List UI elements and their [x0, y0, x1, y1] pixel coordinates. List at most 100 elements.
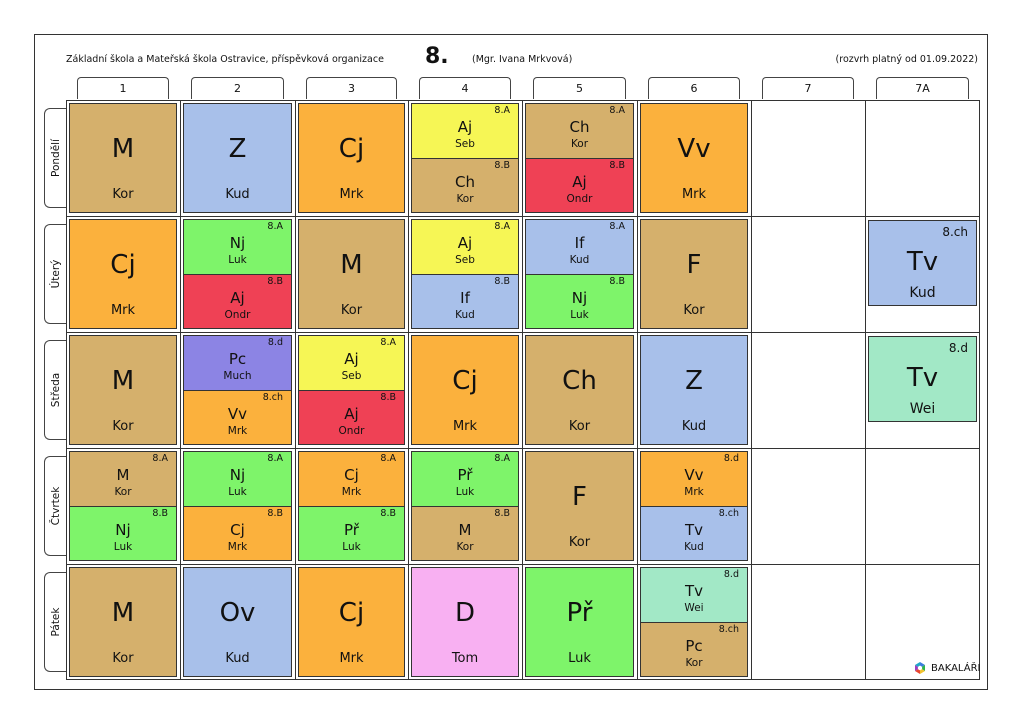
- lesson-cell[interactable]: 8.A Aj Seb 8.B Aj Ondr: [298, 335, 405, 445]
- lesson-top-half[interactable]: 8.A Aj Seb: [412, 104, 518, 159]
- lesson-teacher: Luk: [568, 651, 591, 666]
- lesson-cell[interactable]: M Kor: [69, 335, 177, 445]
- lesson-cell[interactable]: 8.A Aj Seb 8.B If Kud: [411, 219, 519, 329]
- lesson-subject: M: [111, 134, 135, 164]
- lesson-subject: Pc: [228, 350, 247, 368]
- lesson-bottom-half[interactable]: 8.B M Kor: [412, 507, 518, 560]
- lesson-bottom-half[interactable]: 8.ch Tv Kud: [641, 507, 747, 560]
- lesson-subject: Cj: [230, 521, 245, 539]
- grid-vline: [522, 100, 523, 680]
- lesson-teacher: Kor: [456, 193, 474, 205]
- grid-vline: [637, 100, 638, 680]
- lesson-bottom-half[interactable]: 8.B Aj Ondr: [526, 159, 633, 212]
- lesson-teacher: Kor: [568, 419, 591, 434]
- lesson-bottom-half[interactable]: 8.B If Kud: [412, 275, 518, 328]
- lesson-cell[interactable]: 8.d Tv Wei: [868, 336, 977, 422]
- lesson-group: 8.A: [609, 221, 625, 232]
- lesson-teacher: Kor: [685, 657, 703, 669]
- lesson-cell[interactable]: 8.d Pc Much 8.ch Vv Mrk: [183, 335, 292, 445]
- lesson-cell[interactable]: 8.A Př Luk 8.B M Kor: [411, 451, 519, 561]
- lesson-cell[interactable]: F Kor: [640, 219, 748, 329]
- lesson-subject: Vv: [677, 134, 711, 164]
- lesson-subject: Tv: [906, 247, 939, 277]
- lesson-top-half[interactable]: 8.A Cj Mrk: [299, 452, 404, 507]
- lesson-teacher: Kud: [684, 541, 704, 553]
- lesson-group: 8.B: [494, 276, 510, 287]
- lesson-top-half[interactable]: 8.A If Kud: [526, 220, 633, 275]
- lesson-teacher: Kud: [225, 651, 250, 666]
- lesson-cell[interactable]: Cj Mrk: [298, 567, 405, 677]
- class-teacher: (Mgr. Ivana Mrkvová): [472, 54, 573, 65]
- lesson-cell[interactable]: 8.A Ch Kor 8.B Aj Ondr: [525, 103, 634, 213]
- lesson-bottom-half[interactable]: 8.B Nj Luk: [70, 507, 176, 560]
- lesson-top-half[interactable]: 8.d Vv Mrk: [641, 452, 747, 507]
- timetable-frame: [34, 34, 988, 690]
- lesson-group: 8.B: [380, 508, 396, 519]
- lesson-teacher: Kor: [456, 541, 474, 553]
- lesson-cell[interactable]: Cj Mrk: [298, 103, 405, 213]
- lesson-cell[interactable]: F Kor: [525, 451, 634, 561]
- lesson-group: 8.A: [494, 453, 510, 464]
- lesson-teacher: Kor: [112, 187, 134, 202]
- lesson-bottom-half[interactable]: 8.B Aj Ondr: [184, 275, 291, 328]
- lesson-bottom-half[interactable]: 8.B Cj Mrk: [184, 507, 291, 560]
- lesson-group: 8.B: [267, 508, 283, 519]
- lesson-teacher: Kor: [570, 138, 589, 150]
- lesson-cell[interactable]: Cj Mrk: [411, 335, 519, 445]
- lesson-cell[interactable]: Ch Kor: [525, 335, 634, 445]
- lesson-teacher: Luk: [570, 309, 589, 321]
- lesson-cell[interactable]: M Kor: [69, 103, 177, 213]
- lesson-teacher: Seb: [455, 254, 475, 266]
- lesson-bottom-half[interactable]: 8.B Ch Kor: [412, 159, 518, 212]
- lesson-cell[interactable]: M Kor: [69, 567, 177, 677]
- lesson-cell[interactable]: Z Kud: [640, 335, 748, 445]
- lesson-subject: Cj: [110, 250, 136, 280]
- lesson-cell[interactable]: 8.ch Tv Kud: [868, 220, 977, 306]
- lesson-top-half[interactable]: 8.A Nj Luk: [184, 220, 291, 275]
- lesson-subject: Tv: [684, 521, 704, 539]
- lesson-cell[interactable]: 8.d Vv Mrk 8.ch Tv Kud: [640, 451, 748, 561]
- lesson-cell[interactable]: 8.A M Kor 8.B Nj Luk: [69, 451, 177, 561]
- lesson-subject: If: [574, 234, 585, 252]
- lesson-subject: Tv: [684, 582, 704, 600]
- lesson-top-half[interactable]: 8.d Pc Much: [184, 336, 291, 391]
- day-name: Úterý: [49, 259, 62, 289]
- lesson-bottom-half[interactable]: 8.ch Pc Kor: [641, 623, 747, 676]
- lesson-cell[interactable]: 8.d Tv Wei 8.ch Pc Kor: [640, 567, 748, 677]
- lesson-bottom-half[interactable]: 8.B Př Luk: [299, 507, 404, 560]
- lesson-cell[interactable]: 8.A Cj Mrk 8.B Př Luk: [298, 451, 405, 561]
- lesson-top-half[interactable]: 8.A Nj Luk: [184, 452, 291, 507]
- lesson-teacher: Kud: [569, 254, 590, 266]
- lesson-top-half[interactable]: 8.d Tv Wei: [641, 568, 747, 623]
- lesson-bottom-half[interactable]: 8.B Nj Luk: [526, 275, 633, 328]
- lesson-bottom-half[interactable]: 8.ch Vv Mrk: [184, 391, 291, 444]
- lesson-cell[interactable]: D Tom: [411, 567, 519, 677]
- lesson-cell[interactable]: 8.A If Kud 8.B Nj Luk: [525, 219, 634, 329]
- period-header: 1: [77, 77, 169, 99]
- lesson-top-half[interactable]: 8.A M Kor: [70, 452, 176, 507]
- lesson-bottom-half[interactable]: 8.B Aj Ondr: [299, 391, 404, 444]
- lesson-top-half[interactable]: 8.A Ch Kor: [526, 104, 633, 159]
- lesson-cell[interactable]: 8.A Nj Luk 8.B Aj Ondr: [183, 219, 292, 329]
- lesson-group: 8.A: [494, 221, 510, 232]
- lesson-cell[interactable]: 8.A Nj Luk 8.B Cj Mrk: [183, 451, 292, 561]
- lesson-cell[interactable]: Ov Kud: [183, 567, 292, 677]
- lesson-teacher: Kor: [114, 486, 132, 498]
- lesson-cell[interactable]: Vv Mrk: [640, 103, 748, 213]
- lesson-top-half[interactable]: 8.A Př Luk: [412, 452, 518, 507]
- lesson-group: 8.B: [152, 508, 168, 519]
- lesson-top-half[interactable]: 8.A Aj Seb: [299, 336, 404, 391]
- grid-hline: [66, 332, 980, 333]
- lesson-cell[interactable]: Z Kud: [183, 103, 292, 213]
- lesson-top-half[interactable]: 8.A Aj Seb: [412, 220, 518, 275]
- bakalari-logo: BAKALÁŘI: [913, 661, 980, 675]
- lesson-group: 8.A: [267, 221, 283, 232]
- lesson-teacher: Ondr: [566, 193, 593, 205]
- lesson-subject: Vv: [227, 405, 248, 423]
- lesson-cell[interactable]: 8.A Aj Seb 8.B Ch Kor: [411, 103, 519, 213]
- lesson-cell[interactable]: Př Luk: [525, 567, 634, 677]
- lesson-teacher: Kor: [112, 651, 134, 666]
- lesson-cell[interactable]: Cj Mrk: [69, 219, 177, 329]
- grid-vline: [865, 100, 866, 680]
- lesson-cell[interactable]: M Kor: [298, 219, 405, 329]
